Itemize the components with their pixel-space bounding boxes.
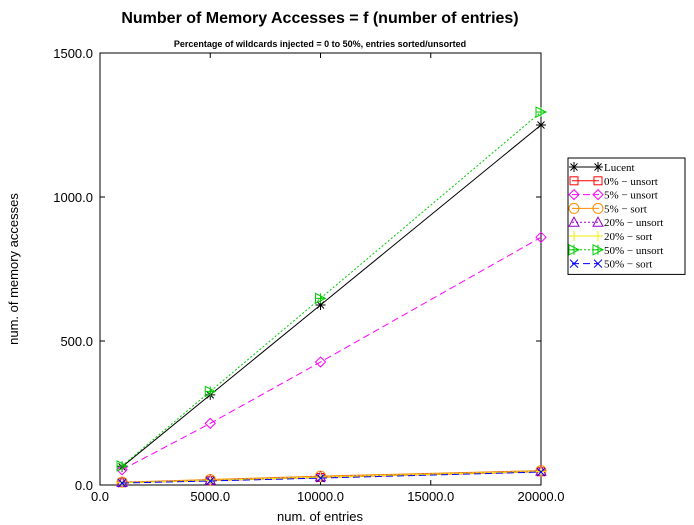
legend-item: 20% − sort	[569, 231, 652, 243]
legend-marker-end	[593, 231, 603, 241]
chart-subtitle: Percentage of wildcards injected = 0 to …	[174, 39, 466, 49]
legend-label: 5% − unsort	[604, 190, 658, 202]
legend-marker-start	[568, 188, 580, 201]
series-7	[117, 467, 546, 488]
data-point	[116, 460, 129, 472]
x-tick-label: 20000.0	[518, 489, 565, 504]
legend-item: 50% − sort	[569, 259, 652, 271]
legend-item: 50% − unsort	[568, 243, 663, 257]
y-tick-label: 1000.0	[53, 190, 93, 205]
legend-marker-start	[568, 216, 580, 227]
series-0	[117, 120, 546, 472]
legend-marker-start	[569, 231, 579, 241]
series-line	[121, 124, 542, 468]
data-point	[314, 356, 327, 368]
legend-label: 5% − sort	[604, 203, 647, 215]
legend-marker-start	[569, 176, 579, 186]
series-line	[122, 470, 542, 484]
data-point	[116, 464, 128, 476]
legend-item: Lucent	[569, 162, 635, 174]
y-tick-label: 0.0	[75, 478, 93, 493]
legend-label: 50% − unsort	[604, 245, 663, 257]
axis-ticks: 0.0 5000.0 10000.0 15000.0 20000.0 0.0 500.0 10…	[53, 46, 564, 504]
legend-marker-start	[569, 259, 579, 268]
data-point	[535, 231, 547, 244]
data-point	[204, 417, 216, 430]
legend-box	[567, 157, 686, 275]
series-6	[116, 106, 548, 472]
legend-marker-end	[593, 162, 603, 172]
legend-marker-end	[592, 243, 605, 256]
x-axis-label: num. of entries	[277, 509, 363, 524]
data-point	[536, 120, 546, 130]
data-point	[536, 467, 546, 477]
data-point	[535, 106, 548, 118]
series-4	[116, 465, 547, 487]
data-point	[205, 476, 215, 486]
legend-marker-end	[592, 188, 604, 201]
legend-item: 20% − unsort	[568, 216, 663, 229]
data-point	[117, 478, 127, 488]
legend-marker-start	[568, 202, 580, 214]
series-2	[116, 231, 547, 476]
legend-label: 50% − sort	[604, 259, 652, 271]
data-point	[204, 385, 217, 398]
legend-marker-start	[569, 162, 579, 172]
legend-item: 0% − unsort	[569, 176, 658, 188]
series-line	[121, 111, 542, 467]
data-point	[315, 472, 326, 483]
x-tick-label: 0.0	[91, 489, 109, 504]
data-point	[316, 473, 325, 483]
series-layer	[116, 106, 548, 488]
x-tick-label: 15000.0	[407, 489, 454, 504]
y-tick-label: 1500.0	[53, 46, 93, 61]
plot-frame	[99, 52, 542, 486]
y-tick-label: 500.0	[60, 334, 93, 349]
plot-area	[99, 52, 542, 486]
legend-marker-end	[592, 216, 604, 227]
legend-item: 5% − sort	[568, 202, 647, 215]
series-line	[121, 236, 542, 471]
y-axis-label: num. of memory accesses	[6, 193, 21, 345]
legend-label: 20% − unsort	[604, 217, 663, 229]
legend-marker-end	[593, 259, 603, 268]
x-tick-label: 5000.0	[190, 489, 230, 504]
x-tick-label: 10000.0	[297, 489, 344, 504]
legend-label: Lucent	[604, 162, 635, 174]
legend-label: 0% − unsort	[604, 176, 658, 188]
chart-title: Number of Memory Accesses = f (number of…	[121, 10, 518, 27]
legend-item: 5% − unsort	[568, 188, 658, 202]
legend-label: 20% − sort	[604, 231, 652, 243]
legend-marker-end	[592, 202, 604, 214]
data-point	[315, 292, 327, 305]
legend-marker-start	[568, 243, 581, 256]
legend-marker-end	[593, 176, 603, 186]
series-line	[122, 471, 542, 484]
